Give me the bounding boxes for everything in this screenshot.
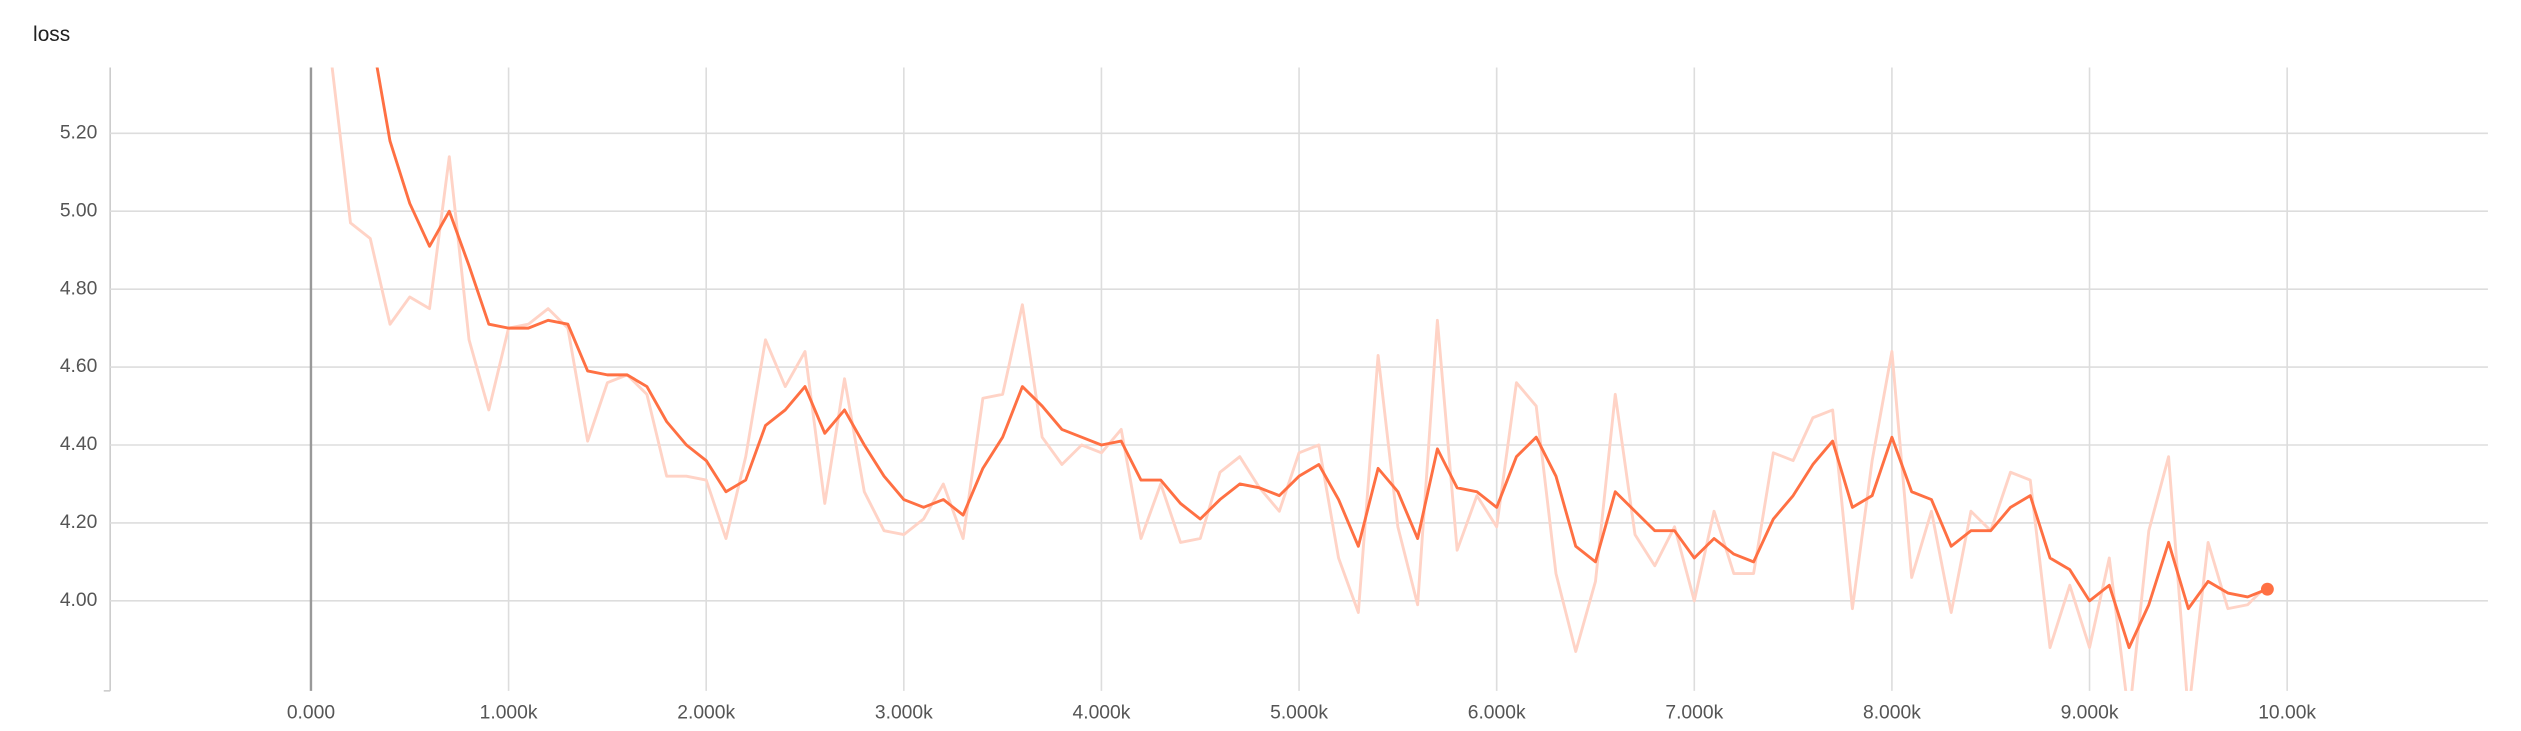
x-tick-label: 9.000k: [2061, 702, 2119, 723]
y-tick-label: 4.80: [60, 278, 98, 299]
series-line: [375, 67, 2268, 650]
x-tick-label: 4.000k: [1073, 702, 1131, 723]
x-tick-label: 1.000k: [480, 702, 538, 723]
chart-title: loss: [33, 23, 70, 46]
plot-area: [330, 67, 2274, 691]
y-tick-label: 4.40: [60, 434, 98, 455]
end-marker: [2260, 582, 2274, 596]
x-tick-label: 0.000: [287, 702, 335, 723]
x-tick-label: 3.000k: [875, 702, 933, 723]
x-tick-label: 2.000k: [677, 702, 735, 723]
x-tick-label: 5.000k: [1270, 702, 1328, 723]
y-tick-label: 4.00: [60, 590, 98, 611]
y-tick-label: 5.20: [60, 122, 98, 143]
x-tick-label: 7.000k: [1665, 702, 1723, 723]
grid: 4.00 4.20 4.40 4.60 4.80 5.00 5.20 0.000 1.000k 2…: [60, 67, 2488, 723]
y-tick-label: 4.20: [60, 512, 98, 533]
y-tick-label: 5.00: [60, 200, 98, 221]
y-tick-label: 4.60: [60, 356, 98, 377]
x-tick-label: 8.000k: [1863, 702, 1921, 723]
series-line: [330, 67, 2269, 691]
x-tick-label: 10.00k: [2258, 702, 2316, 723]
x-tick-label: 6.000k: [1468, 702, 1526, 723]
